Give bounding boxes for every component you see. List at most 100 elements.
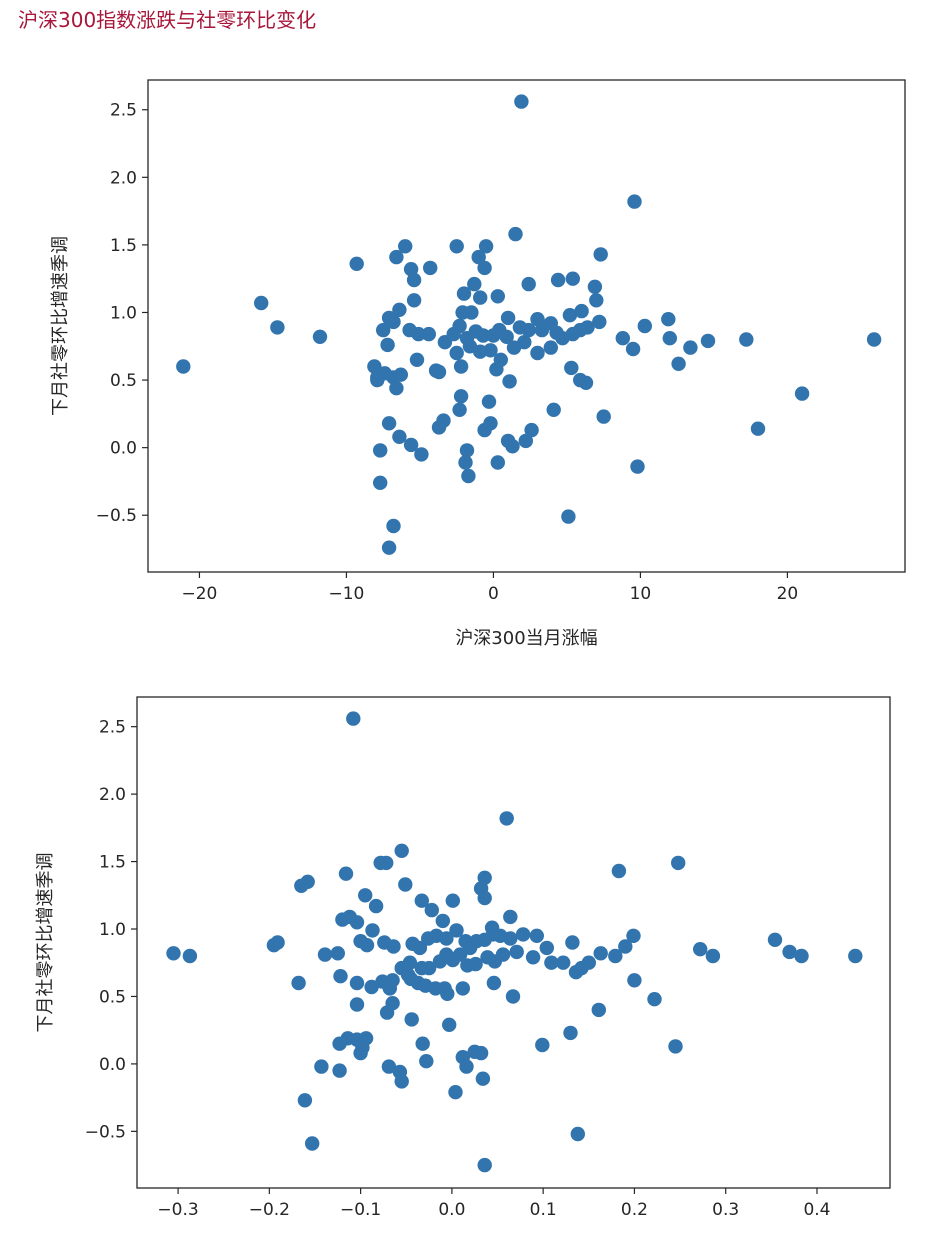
x-tick-label: 0.0 — [438, 1200, 465, 1220]
plot-frame — [136, 696, 891, 1189]
scatter-point — [524, 422, 539, 438]
x-tick-label: −0.3 — [157, 1200, 198, 1220]
scatter-point — [305, 1136, 320, 1151]
scatter-point — [392, 429, 407, 444]
scatter-point — [521, 322, 536, 338]
x-tick-label: 0.2 — [621, 1200, 648, 1220]
scatter-point — [439, 931, 454, 946]
scatter-point — [452, 402, 467, 417]
scatter-point — [565, 271, 580, 286]
scatter-point — [593, 946, 608, 961]
scatter-point — [338, 866, 354, 881]
x-tick-label: −0.1 — [340, 1200, 381, 1220]
scatter-point — [365, 923, 380, 938]
scatter-point — [627, 973, 642, 988]
x-tick-label: 0 — [488, 584, 499, 604]
scatter-point — [490, 289, 505, 304]
scatter-point — [530, 345, 545, 361]
scatter-point — [570, 1126, 585, 1142]
scatter-point — [517, 335, 532, 350]
scatter-point — [461, 468, 476, 484]
scatter-point — [782, 944, 797, 960]
scatter-point — [477, 890, 492, 906]
scatter-point — [423, 260, 438, 276]
y-tick-label: 1.5 — [99, 853, 126, 873]
scatter-point — [596, 409, 611, 424]
scatter-point — [406, 272, 422, 288]
scatter-point — [373, 475, 388, 490]
scatter-point — [364, 979, 379, 995]
scatter-point — [505, 989, 521, 1004]
x-axis-title: 沪深300当月涨幅 — [455, 628, 597, 649]
scatter-point — [671, 356, 686, 371]
scatter-point — [435, 913, 450, 929]
scatter-point — [398, 239, 413, 254]
scatter-point — [462, 940, 478, 956]
scatter-point — [587, 279, 603, 294]
scatter-point — [502, 374, 517, 389]
scatter-point — [589, 293, 604, 308]
scatter-point — [574, 303, 589, 319]
scatter-point — [483, 416, 498, 431]
scatter-point — [499, 811, 514, 826]
scatter-point — [393, 367, 408, 382]
scatter-point — [373, 443, 388, 458]
scatter-point — [750, 421, 766, 436]
scatter-point — [543, 340, 558, 355]
scatter-point — [662, 331, 677, 346]
scatter-point — [440, 986, 455, 1001]
scatter-point — [412, 940, 428, 956]
scatter-point — [436, 413, 451, 428]
y-axis-title: 下月社零环比增速季调 — [50, 236, 71, 416]
scatter-point — [705, 948, 721, 964]
scatter-point — [611, 863, 627, 879]
scatter-point — [514, 94, 529, 109]
y-tick-label: 0.0 — [99, 1055, 126, 1075]
scatter-point — [668, 1039, 683, 1054]
scatter-point — [593, 247, 608, 262]
scatter-point — [406, 293, 422, 308]
scatter-point — [448, 1085, 463, 1100]
scatter-point — [386, 939, 401, 954]
scatter-point — [503, 931, 518, 946]
scatter-point — [421, 960, 437, 976]
scatter-point — [637, 318, 652, 334]
scatter-point — [389, 249, 404, 265]
scatter-point — [453, 359, 469, 374]
scatter-point — [626, 928, 641, 943]
scatter-point — [573, 372, 588, 388]
scatter-point — [403, 262, 419, 277]
scatter-point — [544, 955, 559, 970]
scatter-point — [521, 276, 536, 292]
scatter-point — [419, 1054, 434, 1069]
scatter-point — [618, 939, 633, 954]
scatter-point — [442, 1017, 457, 1032]
scatter-point — [358, 1031, 374, 1046]
y-tick-label: −0.5 — [96, 506, 137, 526]
scatter-point — [525, 950, 541, 965]
scatter-point — [630, 459, 645, 474]
scatter-point — [700, 333, 716, 349]
scatter-point — [627, 194, 642, 209]
scatter-point — [477, 1157, 492, 1173]
scatter-point — [411, 326, 426, 342]
scatter-point — [332, 1063, 347, 1078]
scatter-point — [562, 308, 578, 323]
plot-frame — [147, 79, 906, 573]
scatter-point — [386, 518, 401, 534]
scatter-point — [428, 363, 444, 378]
y-tick-label: 2.5 — [99, 718, 126, 738]
scatter-point — [455, 981, 470, 996]
scatter-point — [392, 302, 407, 317]
scatter-point — [353, 1045, 368, 1061]
scatter-point — [535, 1037, 550, 1053]
scatter-point — [565, 935, 580, 950]
scatter-point — [468, 956, 483, 972]
scatter-point — [349, 975, 365, 991]
scatter-point — [367, 359, 382, 374]
scatter-point — [564, 360, 579, 376]
scatter-point — [456, 286, 472, 301]
scatter-point — [563, 1025, 578, 1041]
y-tick-label: 1.5 — [110, 236, 137, 256]
